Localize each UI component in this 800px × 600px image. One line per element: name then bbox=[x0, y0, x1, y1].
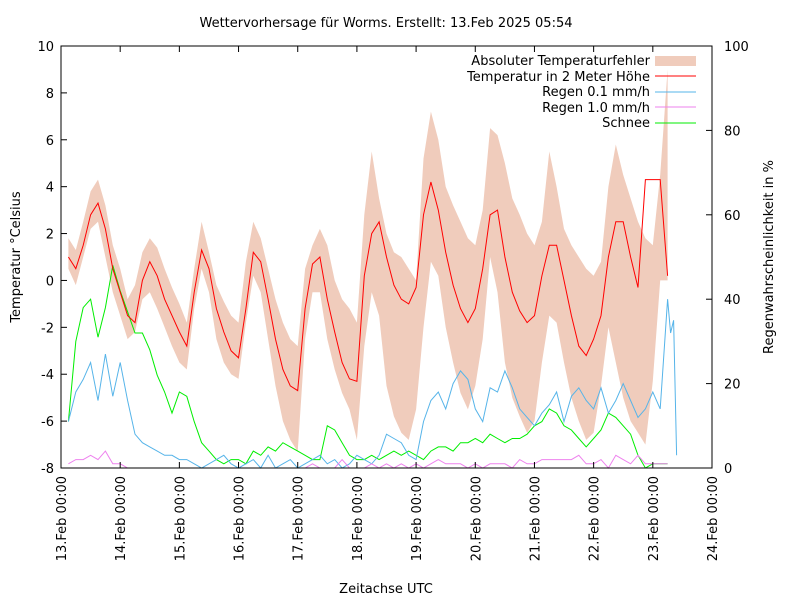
y2-axis-label: Regenwahrscheinlichkeit in % bbox=[762, 160, 777, 354]
x-tick-label: 13.Feb 00:00 bbox=[55, 476, 70, 561]
x-tick-label: 22.Feb 00:00 bbox=[588, 476, 603, 561]
x-axis-label: Zeitachse UTC bbox=[339, 582, 433, 597]
y-tick-label: 8 bbox=[46, 87, 54, 102]
plot-frame bbox=[60, 45, 713, 469]
x-tick-label: 23.Feb 00:00 bbox=[647, 476, 662, 561]
x-tick-label: 17.Feb 00:00 bbox=[292, 476, 307, 561]
y2-tick-label: 100 bbox=[724, 40, 749, 55]
temperature-line bbox=[67, 179, 669, 392]
temperature-error-band-layer bbox=[68, 69, 668, 452]
y2-tick-label: 60 bbox=[724, 209, 741, 224]
y-tick-label: 4 bbox=[46, 181, 54, 196]
legend-label-error-band: Absoluter Temperaturfehler bbox=[471, 54, 650, 69]
x-tick-label: 20.Feb 00:00 bbox=[469, 476, 484, 561]
y-tick-label: -6 bbox=[41, 415, 54, 430]
y2-tick-label: 80 bbox=[724, 124, 741, 139]
x-tick-label: 14.Feb 00:00 bbox=[114, 476, 129, 561]
legend: Absoluter Temperaturfehler Temperatur in… bbox=[466, 54, 696, 131]
y2-tick-label: 20 bbox=[724, 378, 741, 393]
legend-label-temperature: Temperatur in 2 Meter Höhe bbox=[466, 70, 650, 85]
y2-tick-label: 0 bbox=[724, 462, 732, 477]
y-tick-label: 2 bbox=[46, 228, 54, 243]
x-tick-label: 21.Feb 00:00 bbox=[529, 476, 544, 561]
chart-title: Wettervorhersage für Worms. Erstellt: 13… bbox=[199, 16, 572, 31]
snow-line bbox=[67, 265, 668, 469]
temperature-error-band bbox=[68, 69, 668, 452]
x-tick-label: 24.Feb 00:00 bbox=[706, 476, 721, 561]
x-tick-label: 16.Feb 00:00 bbox=[233, 476, 248, 561]
y-tick-label: -8 bbox=[41, 462, 54, 477]
rain-01-line bbox=[67, 299, 678, 469]
y-tick-label: -2 bbox=[41, 321, 54, 336]
legend-swatch-error-band bbox=[655, 56, 696, 66]
y2-tick-label: 40 bbox=[724, 293, 741, 308]
legend-label-rain-10: Regen 1.0 mm/h bbox=[542, 101, 650, 116]
x-tick-label: 19.Feb 00:00 bbox=[410, 476, 425, 561]
rain-10-line bbox=[68, 450, 668, 469]
y-axis-label: Temperatur °Celsius bbox=[9, 191, 24, 324]
x-tick-label: 15.Feb 00:00 bbox=[173, 476, 188, 561]
y-tick-label: -4 bbox=[41, 368, 54, 383]
y-tick-label: 0 bbox=[46, 274, 54, 289]
legend-label-rain-01: Regen 0.1 mm/h bbox=[542, 85, 650, 100]
y-tick-label: 10 bbox=[37, 40, 54, 55]
x-tick-label: 18.Feb 00:00 bbox=[351, 476, 366, 561]
y-tick-label: 6 bbox=[46, 134, 54, 149]
legend-label-snow: Schnee bbox=[602, 116, 650, 131]
